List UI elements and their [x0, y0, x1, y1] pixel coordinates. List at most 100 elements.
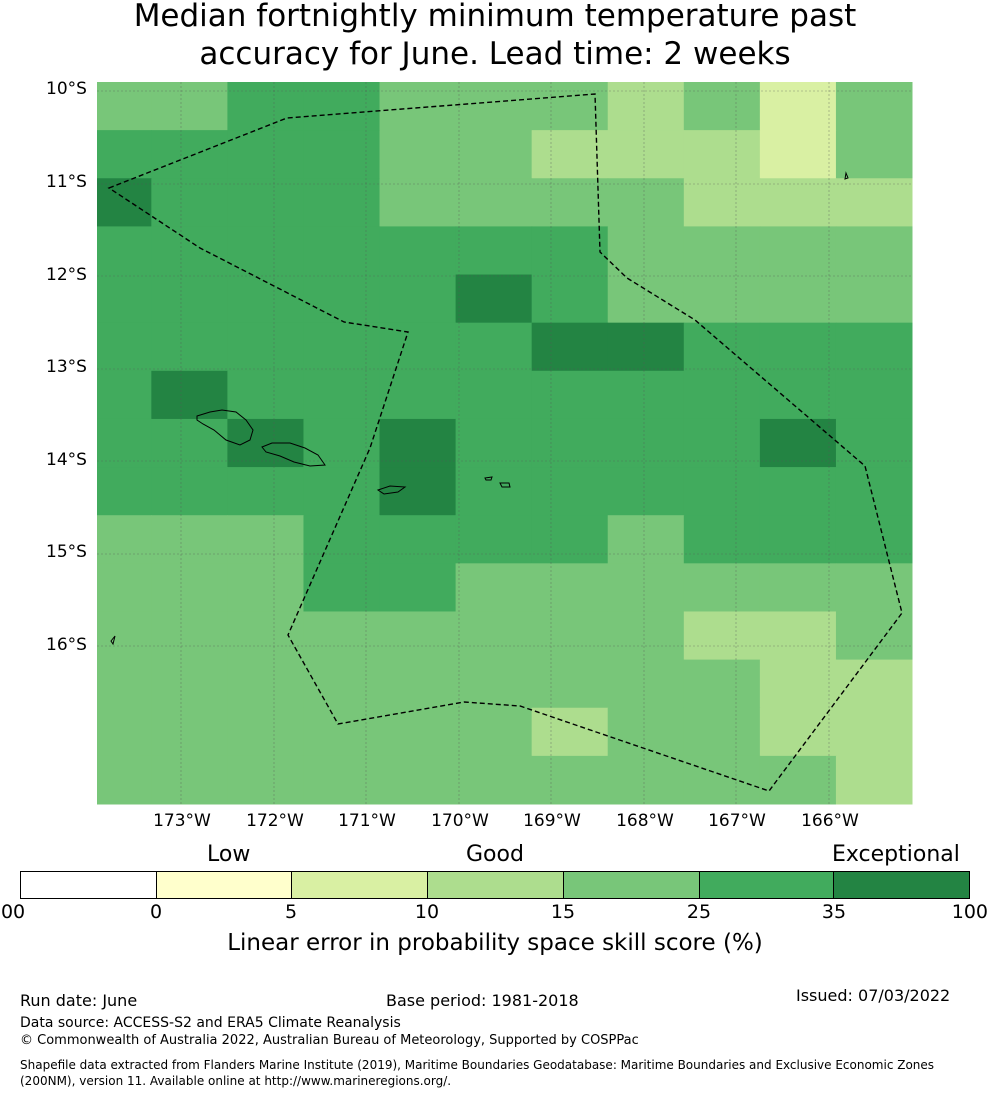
grid-cell: [227, 178, 304, 227]
grid-cell: [531, 611, 609, 661]
grid-cell: [455, 178, 533, 227]
lon-label: 168°W: [616, 811, 674, 831]
grid-cell: [151, 563, 228, 612]
grid-cell: [683, 467, 761, 516]
island-tutuila: [376, 485, 407, 495]
grid-cell: [151, 611, 228, 661]
grid-cell: [227, 611, 304, 661]
grid-cell: [759, 467, 837, 516]
grid-cell: [759, 563, 837, 612]
grid-cell: [455, 563, 533, 612]
grid-cell: [303, 563, 381, 612]
grid-cell: [227, 130, 304, 179]
grid-cell: [835, 707, 913, 757]
grid-cell: [227, 515, 304, 564]
grid-cell: [227, 659, 304, 709]
grid-cell: [151, 467, 228, 516]
skill-map: [97, 82, 913, 805]
lat-label: 12°S: [46, 265, 87, 285]
grid-cell: [227, 563, 304, 612]
lon-label: 172°W: [246, 811, 304, 831]
legend-category-low: Low: [207, 842, 251, 867]
grid-cell: [759, 322, 837, 372]
grid-cell: [97, 563, 152, 612]
grid-cell: [759, 82, 837, 131]
grid-cell: [683, 418, 761, 468]
grid-cell: [379, 659, 457, 709]
grid-cell: [379, 515, 457, 564]
grid-cell: [607, 322, 685, 372]
colorbar-segment: [699, 872, 835, 898]
grid-cell: [455, 370, 533, 420]
legend-category-good: Good: [466, 842, 524, 867]
island-minor: [110, 635, 116, 646]
grid-cell: [303, 370, 381, 420]
grid-cell: [379, 226, 457, 276]
grid-cell: [303, 226, 381, 276]
island-swains: [844, 171, 849, 180]
grid-cell: [683, 707, 761, 757]
grid-cell: [227, 274, 304, 324]
grid-cell: [835, 178, 913, 227]
grid-cell: [835, 82, 913, 131]
grid-cell: [97, 226, 152, 276]
grid-cell: [379, 274, 457, 324]
grid-cell: [759, 418, 837, 468]
grid-cell: [97, 611, 152, 661]
grid-cell: [303, 322, 381, 372]
grid-cell: [835, 467, 913, 516]
colorbar-segment: [156, 872, 293, 898]
grid-cell: [759, 226, 837, 276]
grid-cell: [683, 370, 761, 420]
copyright: © Commonwealth of Australia 2022, Austra…: [20, 1033, 639, 1048]
colorbar-tick: 15: [550, 901, 576, 923]
grid-cell: [455, 467, 533, 516]
colorbar-tick: 5: [284, 901, 298, 923]
grid-cell: [151, 418, 228, 468]
island-upolu: [261, 442, 326, 467]
grid-cell: [683, 755, 761, 805]
base-period: Base period: 1981-2018: [386, 991, 579, 1010]
legend-category-exceptional: Exceptional: [832, 842, 960, 867]
grid-cell: [379, 322, 457, 372]
colorbar-tick: 10: [414, 901, 440, 923]
grid-cell: [607, 659, 685, 709]
lat-label: 14°S: [46, 450, 87, 470]
grid-cell: [683, 322, 761, 372]
grid-cell: [835, 370, 913, 420]
grid-cell: [227, 322, 304, 372]
colorbar-segment: [428, 872, 564, 898]
lat-label: 13°S: [46, 357, 87, 377]
grid-cell: [97, 322, 152, 372]
grid-cell: [683, 515, 761, 564]
grid-cell: [379, 611, 457, 661]
grid-cell: [607, 515, 685, 564]
lat-label: 11°S: [46, 172, 87, 192]
grid-cell: [607, 755, 685, 805]
grid-cell: [759, 659, 837, 709]
colorbar-tick: -100: [0, 901, 26, 923]
grid-cell: [531, 467, 609, 516]
grid-cell: [379, 370, 457, 420]
run-date: Run date: June: [20, 991, 138, 1010]
lon-label: 167°W: [708, 811, 766, 831]
lon-label: 170°W: [431, 811, 489, 831]
colorbar-label: Linear error in probability space skill …: [227, 930, 763, 956]
grid-cell: [151, 370, 228, 420]
grid-cell: [151, 178, 228, 227]
grid-cell: [835, 322, 913, 372]
grid-cell: [607, 418, 685, 468]
grid-cell: [97, 515, 152, 564]
grid-cell: [379, 418, 457, 468]
grid-cell: [151, 130, 228, 179]
colorbar: [20, 871, 970, 899]
grid-cell: [607, 611, 685, 661]
grid-cell: [835, 226, 913, 276]
grid-cell: [607, 707, 685, 757]
grid-cell: [97, 707, 152, 757]
grid-cell: [303, 611, 381, 661]
data-source: Data source: ACCESS-S2 and ERA5 Climate …: [20, 1015, 401, 1031]
grid-cell: [97, 659, 152, 709]
colorbar-segment: [21, 872, 157, 898]
grid-cell: [455, 226, 533, 276]
